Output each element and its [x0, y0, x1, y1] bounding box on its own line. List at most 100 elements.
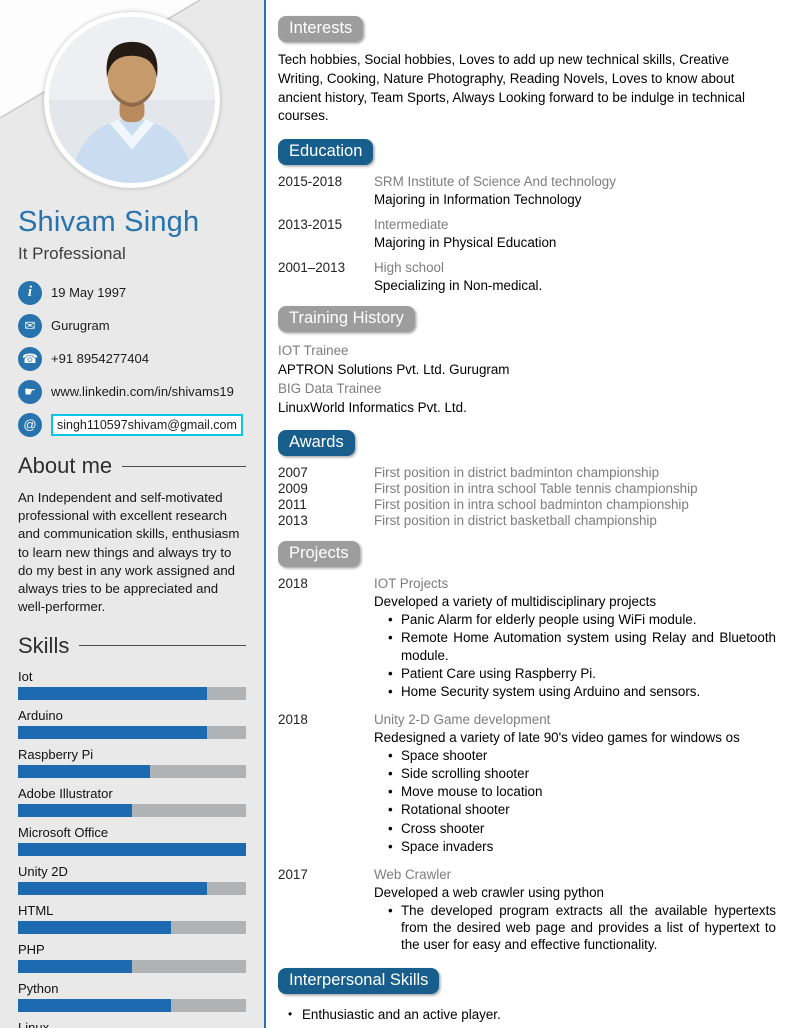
project-bullet: The developed program extracts all the a…: [388, 902, 776, 953]
award-row: 2011 First position in intra school badm…: [278, 497, 776, 512]
skill-bar: [18, 842, 246, 856]
project-title: Web Crawler: [374, 866, 452, 882]
skill-bar: [18, 764, 246, 778]
projects-heading: Projects: [278, 541, 360, 568]
section-projects: Projects 2018 IOT Projects Developed a v…: [278, 541, 776, 955]
project-bullet: Patient Care using Raspberry Pi.: [388, 665, 776, 682]
education-detail: Intermediate Majoring in Physical Educat…: [374, 217, 776, 250]
project-description: Developed a web crawler using python: [374, 884, 605, 900]
skill-label: Adobe Illustrator: [18, 785, 113, 801]
sidebar: Shivam Singh It Professional i 19 May 19…: [0, 0, 264, 1028]
training-line: LinuxWorld Informatics Pvt. Ltd.: [278, 400, 467, 416]
project-bullet: Side scrolling shooter: [388, 765, 776, 782]
main-content: Interests Tech hobbies, Social hobbies, …: [266, 0, 794, 1028]
project-detail: Web Crawler Developed a web crawler usin…: [374, 867, 776, 955]
avatar: [49, 17, 215, 183]
skill-item: Arduino: [18, 708, 246, 739]
skill-bar-fill: [18, 764, 151, 778]
skill-label: Microsoft Office: [18, 824, 109, 840]
skills-heading: Skills: [18, 633, 246, 659]
project-row: 2017 Web Crawler Developed a web crawler…: [278, 867, 776, 955]
section-awards: Awards 2007 First position in district b…: [278, 430, 776, 528]
project-bullet: Panic Alarm for elderly people using WiF…: [388, 611, 776, 628]
skill-bar-fill: [18, 842, 246, 856]
education-detail: SRM Institute of Science And technology …: [374, 174, 776, 207]
education-major: Majoring in Physical Education: [374, 235, 557, 251]
section-interpersonal: Interpersonal Skills Enthusiastic and an…: [278, 968, 776, 1028]
education-heading: Education: [278, 139, 374, 166]
skill-bar: [18, 725, 246, 739]
education-list: 2015-2018 SRM Institute of Science And t…: [278, 174, 776, 293]
award-year: 2013: [278, 513, 308, 529]
education-school: Intermediate: [374, 217, 449, 233]
skills-list: Iot Arduino Raspberry Pi: [18, 669, 246, 1028]
award-text: First position in district badminton cha…: [374, 465, 660, 481]
education-detail: High school Specializing in Non-medical.: [374, 260, 776, 293]
interpersonal-item: Enthusiastic and an active player.: [288, 1007, 776, 1022]
project-description: Developed a variety of multidisciplinary…: [374, 594, 657, 610]
award-year: 2011: [278, 497, 307, 513]
skill-item: Python: [18, 981, 246, 1012]
info-icon: i: [18, 280, 42, 305]
training-line: IOT Trainee: [278, 343, 349, 359]
project-bullet: Remote Home Automation system using Rela…: [388, 629, 776, 663]
skill-item: Linux: [18, 1020, 246, 1028]
education-school: SRM Institute of Science And technology: [374, 174, 616, 190]
contact-row-email: @ singh110597shivam@gmail.com: [18, 412, 246, 437]
profile-photo: [44, 12, 220, 188]
contact-row-location: ✉ Gurugram: [18, 313, 246, 338]
skill-item: PHP: [18, 942, 246, 973]
person-job-title: It Professional: [18, 244, 126, 263]
skill-item: Adobe Illustrator: [18, 786, 246, 817]
skill-item: HTML: [18, 903, 246, 934]
training-list: IOT Trainee APTRON Solutions Pvt. Ltd. G…: [278, 341, 776, 417]
person-name: Shivam Singh: [18, 206, 200, 238]
birthdate-text: 19 May 1997: [51, 285, 127, 300]
email-address[interactable]: singh110597shivam@gmail.com: [51, 413, 243, 436]
training-line: APTRON Solutions Pvt. Ltd. Gurugram: [278, 362, 510, 378]
project-year: 2017: [278, 866, 308, 882]
project-row: 2018 IOT Projects Developed a variety of…: [278, 576, 776, 702]
award-text: First position in intra school Table ten…: [374, 481, 698, 497]
project-year: 2018: [278, 711, 308, 727]
skill-item: Unity 2D: [18, 864, 246, 895]
education-period: 2013-2015: [278, 217, 343, 233]
award-row: 2009 First position in intra school Tabl…: [278, 481, 776, 496]
project-detail: Unity 2-D Game development Redesigned a …: [374, 712, 776, 857]
skill-label: Arduino: [18, 707, 63, 723]
section-training: Training History IOT Trainee APTRON Solu…: [278, 306, 776, 417]
skill-item: Microsoft Office: [18, 825, 246, 856]
education-major: Specializing in Non-medical.: [374, 278, 543, 294]
skill-item: Raspberry Pi: [18, 747, 246, 778]
skill-bar: [18, 959, 246, 973]
skill-item: Iot: [18, 669, 246, 700]
award-text: First position in district basketball ch…: [374, 513, 657, 529]
linkedin-url[interactable]: www.linkedin.com/in/shivams19: [51, 384, 234, 399]
education-period: 2015-2018: [278, 174, 343, 190]
project-bullet: Home Security system using Arduino and s…: [388, 683, 776, 700]
skill-bar-fill: [18, 959, 132, 973]
education-row: 2015-2018 SRM Institute of Science And t…: [278, 174, 776, 207]
award-year: 2009: [278, 481, 308, 497]
skill-label: PHP: [18, 941, 45, 957]
section-interests: Interests Tech hobbies, Social hobbies, …: [278, 16, 776, 126]
award-row: 2007 First position in district badminto…: [278, 465, 776, 480]
skill-label: Raspberry Pi: [18, 746, 94, 762]
interests-heading: Interests: [278, 16, 364, 42]
interpersonal-list: Enthusiastic and an active player. Can e…: [288, 1007, 776, 1028]
about-text: An Independent and self-motivated profes…: [18, 490, 240, 615]
skill-bar-fill: [18, 998, 171, 1012]
project-detail: IOT Projects Developed a variety of mult…: [374, 576, 776, 702]
project-bullet: Space invaders: [388, 838, 776, 855]
skill-label: Python: [18, 980, 59, 996]
skill-bar: [18, 920, 246, 934]
skill-bar: [18, 998, 246, 1012]
project-bullet: Space shooter: [388, 747, 776, 764]
training-heading: Training History: [278, 306, 415, 333]
skill-bar-fill: [18, 920, 171, 934]
skill-bar: [18, 803, 246, 817]
skill-bar-fill: [18, 686, 208, 700]
project-bullets: Panic Alarm for elderly people using WiF…: [388, 611, 776, 700]
education-major: Majoring in Information Technology: [374, 192, 582, 208]
skill-bar-fill: [18, 881, 208, 895]
